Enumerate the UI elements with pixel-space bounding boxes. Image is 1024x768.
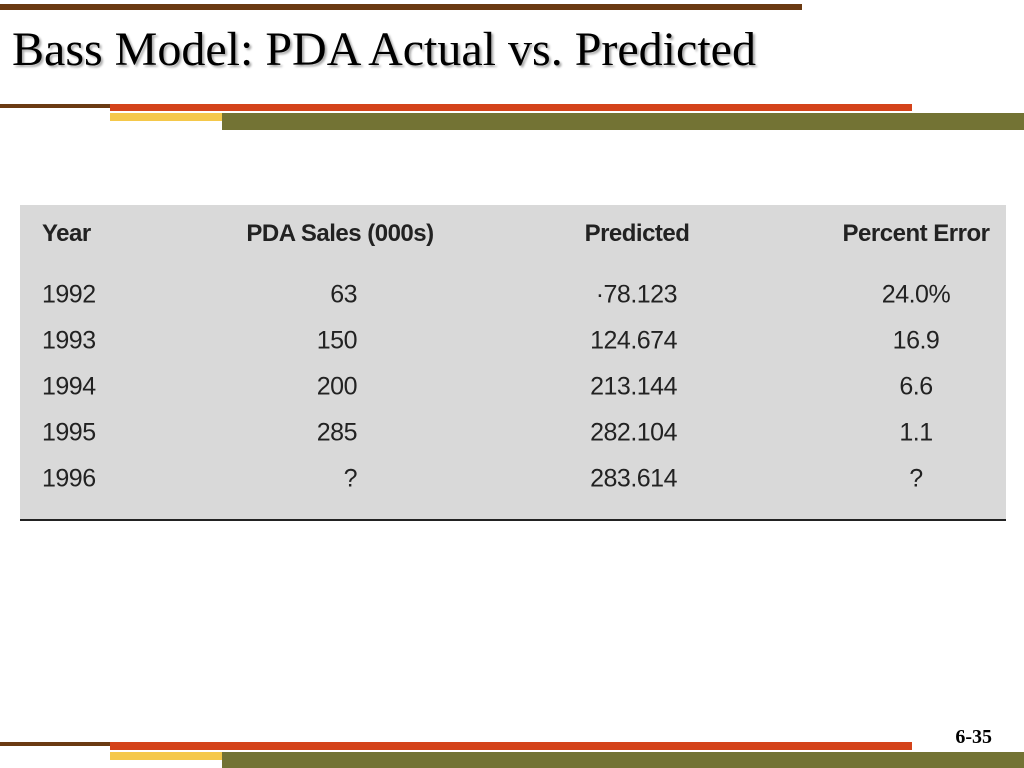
table-cell: 1994 bbox=[42, 372, 96, 401]
rule bbox=[110, 752, 222, 760]
slide-title: Bass Model: PDA Actual vs. Predicted bbox=[12, 23, 756, 76]
table-cell: 6.6 bbox=[899, 372, 933, 401]
table-cell: ? bbox=[343, 464, 358, 493]
page-number: 6-35 bbox=[955, 726, 992, 748]
table-cell: 1996 bbox=[42, 464, 96, 493]
rule bbox=[110, 113, 222, 121]
column-header: Predicted bbox=[584, 220, 690, 247]
top-rule bbox=[0, 4, 802, 10]
rule bbox=[0, 742, 110, 746]
table-cell: 282.104 bbox=[590, 418, 677, 447]
table-cell: 285 bbox=[316, 418, 358, 447]
table-cell: 200 bbox=[316, 372, 358, 401]
table-cell: 16.9 bbox=[892, 326, 940, 355]
column-header: PDA Sales (000s) bbox=[246, 220, 434, 247]
table-cell: 24.0% bbox=[881, 280, 951, 309]
column-header: Percent Error bbox=[842, 220, 990, 247]
table-cell: 1.1 bbox=[899, 418, 933, 447]
rule bbox=[110, 742, 912, 750]
rule bbox=[222, 113, 1024, 130]
table-cell: 124.674 bbox=[590, 326, 677, 355]
table-cell: 150 bbox=[316, 326, 358, 355]
rule bbox=[222, 752, 1024, 768]
rule bbox=[110, 104, 912, 111]
table-cell: 1993 bbox=[42, 326, 96, 355]
rule bbox=[0, 104, 110, 108]
table-cell: ? bbox=[909, 464, 923, 493]
table-cell: 213.144 bbox=[590, 372, 677, 401]
table-cell: 63 bbox=[330, 280, 357, 309]
column-header: Year bbox=[42, 220, 91, 247]
table-cell: 283.614 bbox=[590, 464, 677, 493]
data-table: Year PDA Sales (000s) Predicted Percent Err… bbox=[20, 205, 1006, 521]
table-cell: ·78.123 bbox=[595, 280, 678, 309]
table-cell: 1992 bbox=[42, 280, 96, 309]
table-cell: 1995 bbox=[42, 418, 96, 447]
